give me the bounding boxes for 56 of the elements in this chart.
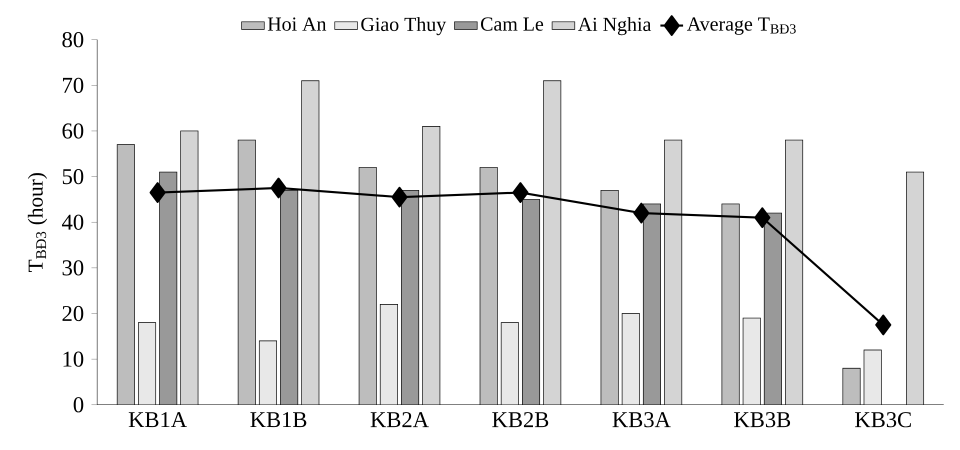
bar (401, 190, 420, 405)
legend-label: Ai Nghia (578, 17, 652, 36)
bar (500, 322, 519, 405)
bar (664, 140, 682, 405)
y-tick-label: 80 (62, 32, 84, 48)
x-tick-label: KB3C (855, 412, 911, 428)
bar (864, 350, 882, 405)
point (150, 182, 166, 204)
bar (622, 313, 640, 405)
bar (380, 304, 398, 405)
bar (764, 212, 782, 405)
y-tick-label: 20 (62, 306, 84, 322)
y-axis-title: T$_{BĐ3}$ (hour) (28, 173, 48, 272)
bar (422, 126, 440, 405)
y-tick-label: 70 (63, 78, 84, 94)
bar (116, 144, 135, 405)
bar (722, 204, 740, 405)
bar (906, 172, 924, 405)
x-tick-label: KB1B (250, 412, 306, 428)
bar (358, 167, 377, 405)
x-tick-label: KB3B (734, 412, 790, 428)
point (270, 178, 287, 198)
x-tick-label: KB3A (612, 412, 671, 428)
x-tick-label: KB2A (370, 412, 429, 428)
y-tick-label: 50 (62, 169, 84, 184)
bar (238, 140, 256, 405)
legend-label: Cam Le (480, 18, 544, 31)
bar (480, 167, 498, 405)
y-tick-label: 10 (64, 352, 84, 367)
point (391, 186, 408, 208)
bar (138, 322, 156, 405)
y-tick-label: 30 (62, 260, 84, 276)
legend-label: Average T$_{BĐ3}$ (686, 18, 796, 35)
point (875, 314, 892, 336)
x-tick-label: KB1A (128, 412, 187, 428)
bar (301, 80, 320, 405)
bar (280, 190, 298, 405)
bar (642, 204, 661, 405)
bar (522, 199, 540, 405)
bar (258, 340, 277, 405)
bar (742, 318, 761, 405)
y-tick-label: 60 (62, 123, 84, 139)
y-tick-label: 0 (74, 397, 84, 413)
legend-label: Hoi An (268, 18, 326, 31)
point (512, 182, 528, 204)
bar (600, 190, 619, 405)
bar (543, 80, 562, 405)
point (754, 207, 770, 228)
legend-label: Giao Thuy (361, 17, 446, 36)
bar (785, 140, 804, 405)
bar (842, 368, 861, 405)
y-tick-label: 40 (62, 214, 84, 230)
x-tick-label: KB2B (492, 412, 548, 428)
point (633, 202, 650, 224)
bar (159, 172, 178, 405)
bar (180, 130, 198, 405)
